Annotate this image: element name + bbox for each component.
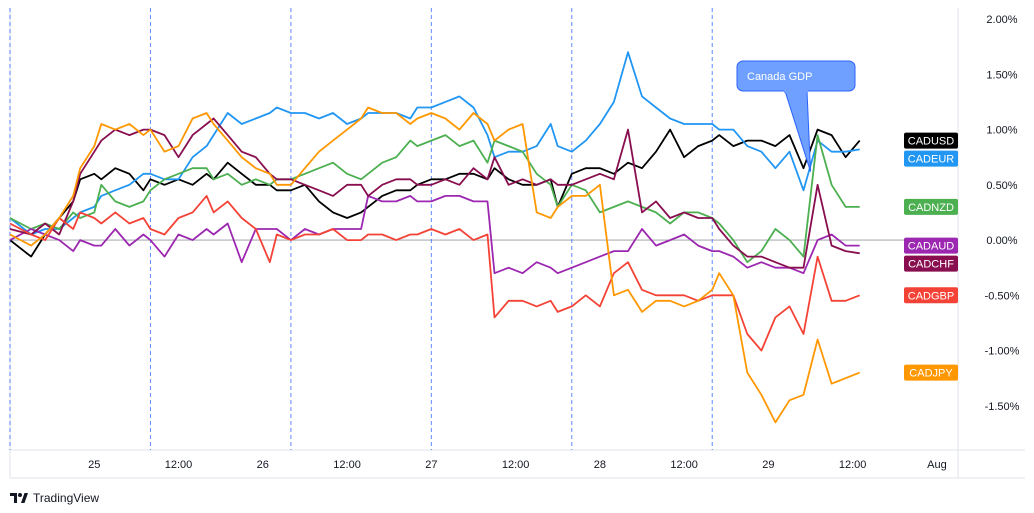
series-line-cadgbp: [9, 194, 861, 352]
series-line-cadeur: [9, 51, 860, 236]
y-tick-label: 1.00%: [986, 125, 1017, 137]
x-tick-label: 25: [88, 459, 100, 471]
series-line-cadusd: [9, 128, 861, 258]
series-tag-cadgbp: CADGBP: [904, 287, 958, 304]
series-tag-cadchf: CADCHF: [904, 255, 958, 272]
series-tag-cadnzd: CADNZD: [904, 198, 958, 215]
x-tick-label: 12:00: [165, 459, 193, 471]
y-tick-label: -1.00%: [985, 346, 1020, 358]
series-tag-label: CADUSD: [908, 136, 955, 148]
series-tag-label: CADEUR: [908, 154, 955, 166]
x-tick-label: 28: [594, 459, 606, 471]
annotation-label: Canada GDP: [747, 71, 812, 83]
series-tag-box: [904, 287, 958, 304]
series-tag-cadjpy: CADJPY: [904, 364, 958, 381]
y-tick-label: -0.50%: [985, 290, 1020, 302]
tradingview-logo-icon: [10, 493, 28, 503]
x-tick-label: Aug: [927, 459, 947, 471]
y-tick-label: 1.50%: [986, 69, 1017, 81]
series-tag-label: CADNZD: [908, 202, 954, 214]
series-tag-cadusd: CADUSD: [904, 132, 958, 149]
series-tag-box: [904, 198, 958, 215]
x-tick-label: 26: [257, 459, 269, 471]
series-tag-cadeur: CADEUR: [904, 150, 958, 167]
series-tag-box: [904, 255, 958, 272]
y-tick-label: 2.00%: [986, 14, 1017, 26]
y-tick-label: -1.50%: [985, 401, 1020, 413]
tradingview-logo-text: TradingView: [33, 491, 100, 505]
x-tick-label: 12:00: [839, 459, 867, 471]
y-tick-label: 0.00%: [986, 235, 1017, 247]
series-line-cadaud: [9, 194, 860, 275]
series-tag-label: CADAUD: [908, 241, 955, 253]
series-tag-label: CADCHF: [908, 259, 954, 271]
series-tag-box: [904, 364, 958, 381]
series-tag-label: CADJPY: [909, 368, 953, 380]
series-tag-box: [904, 237, 958, 254]
x-tick-label: 29: [762, 459, 774, 471]
x-tick-label: 27: [425, 459, 437, 471]
x-tick-label: 12:00: [670, 459, 698, 471]
series-line-cadjpy: [9, 106, 861, 424]
series-tag-box: [904, 150, 958, 167]
x-tick-label: 12:00: [502, 459, 530, 471]
y-tick-label: 0.50%: [986, 180, 1017, 192]
series-tag-label: CADGBP: [908, 290, 954, 302]
series-tag-cadaud: CADAUD: [904, 237, 958, 254]
series-tag-box: [904, 132, 958, 149]
x-tick-label: 12:00: [333, 459, 361, 471]
tradingview-branding: TradingView: [10, 491, 99, 505]
annotation-join: [784, 89, 808, 93]
